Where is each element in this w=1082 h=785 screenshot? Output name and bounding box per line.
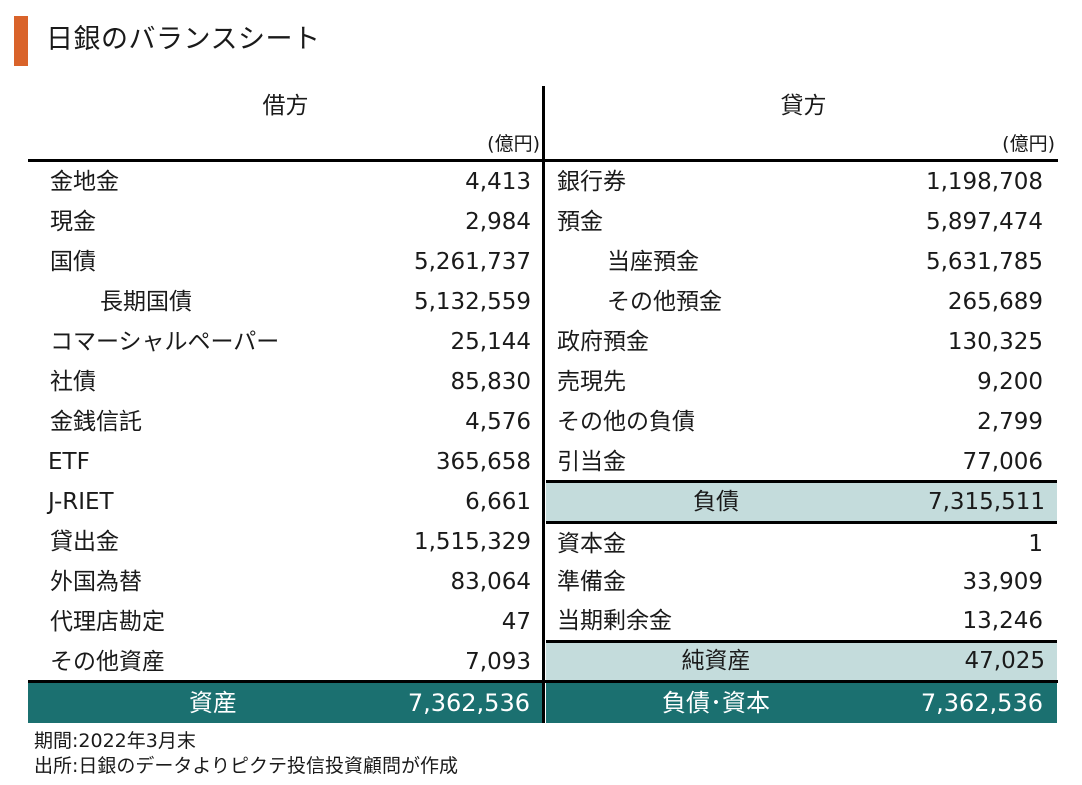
row-value: 4,413 bbox=[465, 169, 531, 195]
row-value: 6,661 bbox=[465, 489, 531, 515]
table-row: 金地金 4,413 bbox=[28, 162, 531, 202]
table-row: 当座預金 5,631,785 bbox=[546, 242, 1043, 282]
credit-unit-label: (億円) bbox=[1002, 133, 1055, 155]
row-label: 社債 bbox=[50, 369, 96, 395]
row-value: 1,198,708 bbox=[925, 169, 1043, 195]
total-value: 7,362,536 bbox=[920, 689, 1043, 717]
row-label: 当座預金 bbox=[607, 249, 699, 275]
table-row: コマーシャルペーパー 25,144 bbox=[28, 322, 531, 362]
row-value: 265,689 bbox=[947, 289, 1043, 315]
row-label: その他資産 bbox=[50, 649, 165, 675]
debit-unit-label: (億円) bbox=[487, 133, 540, 155]
row-value: 2,984 bbox=[465, 209, 531, 235]
liabilities-subtotal-row: 負債 7,315,511 bbox=[546, 483, 1057, 522]
table-row: 資本金 1 bbox=[546, 524, 1043, 564]
row-value: 4,576 bbox=[465, 409, 531, 435]
row-label: 準備金 bbox=[557, 569, 626, 595]
row-value: 9,200 bbox=[977, 369, 1043, 395]
row-value: 2,799 bbox=[977, 409, 1043, 435]
title-accent-bar bbox=[14, 16, 28, 66]
row-value: 13,246 bbox=[962, 608, 1043, 634]
row-label: 売現先 bbox=[557, 369, 626, 395]
row-value: 1 bbox=[1028, 531, 1043, 557]
table-row: 外国為替 83,064 bbox=[28, 562, 531, 602]
row-label: コマーシャルペーパー bbox=[50, 329, 280, 355]
table-row: 当期剰余金 13,246 bbox=[546, 601, 1043, 641]
net-assets-top-border bbox=[546, 640, 1057, 643]
page-title: 日銀のバランスシート bbox=[46, 24, 321, 55]
assets-total-row: 資産 7,362,536 bbox=[28, 683, 542, 723]
row-label: 資本金 bbox=[557, 531, 626, 557]
row-label: 国債 bbox=[50, 249, 96, 275]
row-label: その他預金 bbox=[607, 289, 722, 315]
row-label: 外国為替 bbox=[50, 569, 142, 595]
row-value: 1,515,329 bbox=[413, 529, 531, 555]
row-label: 当期剰余金 bbox=[557, 608, 672, 634]
subtotal-label: 負債 bbox=[693, 489, 739, 515]
subtotal-label: 純資産 bbox=[681, 648, 751, 674]
table-row: 代理店勘定 47 bbox=[28, 602, 531, 642]
row-value: 5,631,785 bbox=[925, 249, 1043, 275]
table-row: 国債 5,261,737 bbox=[28, 242, 531, 282]
subtotal-value: 7,315,511 bbox=[927, 489, 1045, 515]
row-value: 83,064 bbox=[450, 569, 531, 595]
row-value: 7,093 bbox=[465, 649, 531, 675]
row-label: その他の負債 bbox=[557, 409, 695, 435]
row-label: 金地金 bbox=[50, 169, 119, 195]
table-row: その他預金 265,689 bbox=[546, 282, 1043, 322]
table-row: その他資産 7,093 bbox=[28, 642, 531, 682]
period-note: 期間:2022年3月末 bbox=[34, 730, 196, 752]
table-row: ETF 365,658 bbox=[28, 442, 531, 482]
table-row: 貸出金 1,515,329 bbox=[28, 522, 531, 562]
subtotal-top-border bbox=[546, 480, 1057, 483]
row-value: 5,132,559 bbox=[413, 289, 531, 315]
row-label: 貸出金 bbox=[50, 529, 119, 555]
liabilities-capital-total-row: 負債･資本 7,362,536 bbox=[546, 683, 1057, 723]
row-value: 130,325 bbox=[947, 329, 1043, 355]
row-value: 5,261,737 bbox=[413, 249, 531, 275]
table-row: 引当金 77,006 bbox=[546, 442, 1043, 482]
row-value: 25,144 bbox=[450, 329, 531, 355]
subtotal-value: 47,025 bbox=[964, 648, 1045, 674]
row-label: 預金 bbox=[557, 209, 603, 235]
row-value: 33,909 bbox=[962, 569, 1043, 595]
total-top-border bbox=[28, 680, 1058, 683]
table-row: 政府預金 130,325 bbox=[546, 322, 1043, 362]
row-value: 5,897,474 bbox=[925, 209, 1043, 235]
total-value: 7,362,536 bbox=[407, 689, 530, 717]
row-label: 長期国債 bbox=[100, 289, 192, 315]
row-label: J-RIET bbox=[48, 489, 114, 515]
debit-header: 借方 bbox=[262, 93, 309, 119]
row-value: 85,830 bbox=[450, 369, 531, 395]
center-divider bbox=[542, 86, 545, 723]
source-note: 出所:日銀のデータよりピクテ投信投資顧問が作成 bbox=[34, 755, 459, 777]
row-label: 引当金 bbox=[557, 449, 626, 475]
table-row: 金銭信託 4,576 bbox=[28, 402, 531, 442]
table-row: 長期国債 5,132,559 bbox=[28, 282, 531, 322]
row-label: ETF bbox=[48, 449, 90, 475]
table-row: 社債 85,830 bbox=[28, 362, 531, 402]
row-label: 金銭信託 bbox=[50, 409, 142, 435]
row-label: 現金 bbox=[50, 209, 96, 235]
row-value: 47 bbox=[501, 609, 531, 635]
net-assets-subtotal-row: 純資産 47,025 bbox=[546, 643, 1057, 680]
table-row: 売現先 9,200 bbox=[546, 362, 1043, 402]
row-label: 銀行券 bbox=[557, 169, 626, 195]
table-row: J-RIET 6,661 bbox=[28, 482, 531, 522]
subtotal-bottom-border bbox=[546, 521, 1057, 524]
table-row: 準備金 33,909 bbox=[546, 562, 1043, 602]
credit-header: 貸方 bbox=[780, 93, 827, 119]
total-label: 資産 bbox=[189, 689, 237, 717]
table-row: その他の負債 2,799 bbox=[546, 402, 1043, 442]
row-value: 77,006 bbox=[962, 449, 1043, 475]
row-label: 政府預金 bbox=[557, 329, 649, 355]
row-value: 365,658 bbox=[435, 449, 531, 475]
table-row: 預金 5,897,474 bbox=[546, 202, 1043, 242]
total-label: 負債･資本 bbox=[662, 689, 770, 717]
table-row: 現金 2,984 bbox=[28, 202, 531, 242]
row-label: 代理店勘定 bbox=[50, 609, 165, 635]
table-row: 銀行券 1,198,708 bbox=[546, 162, 1043, 202]
